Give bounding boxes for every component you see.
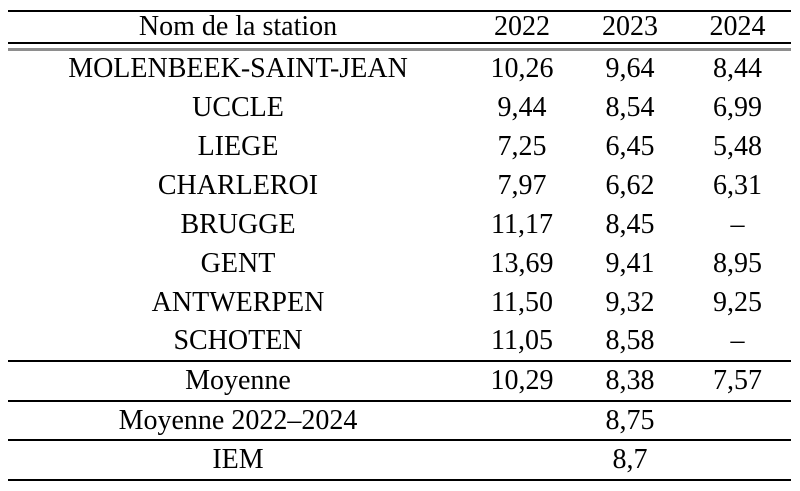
iem-label: IEM xyxy=(212,444,264,475)
station-cell: GENT xyxy=(200,247,276,279)
station-data-table: Nom de la station 2022 2023 2024 MOLENBE… xyxy=(8,10,791,481)
moyenne-summary-row: Moyenne 10,29 8,38 7,57 xyxy=(8,361,791,401)
moyenne-2023: 8,38 xyxy=(605,365,655,396)
iem-row: IEM 8,7 xyxy=(8,440,791,480)
station-cell: SCHOTEN xyxy=(173,325,303,356)
value-cell-2023: 6,45 xyxy=(605,130,655,162)
value-cell-2022: 13,69 xyxy=(490,247,554,279)
station-cell: LIEGE xyxy=(197,130,279,162)
value-cell-2022: 7,97 xyxy=(497,169,547,201)
value-cell-2023: 8,58 xyxy=(605,325,655,356)
moyenne-range-row: Moyenne 2022–2024 8,75 xyxy=(8,401,791,440)
header-2023: 2023 xyxy=(602,11,658,42)
empty-cell xyxy=(684,401,791,440)
moyenne-range-value: 8,75 xyxy=(605,404,655,436)
station-cell: CHARLEROI xyxy=(157,169,319,201)
table-row: ANTWERPEN 11,50 9,32 9,25 xyxy=(8,283,791,322)
table-row: SCHOTEN 11,05 8,58 – xyxy=(8,322,791,361)
table-header-row: Nom de la station 2022 2023 2024 xyxy=(8,11,791,43)
value-cell-2023: 8,45 xyxy=(605,208,655,240)
value-cell-2024: 8,44 xyxy=(713,53,762,85)
moyenne-2022: 10,29 xyxy=(490,365,554,396)
empty-cell xyxy=(468,440,576,480)
station-table-container: Nom de la station 2022 2023 2024 MOLENBE… xyxy=(8,10,791,481)
station-cell: ANTWERPEN xyxy=(151,286,325,318)
empty-cell xyxy=(684,440,791,480)
moyenne-2024: 7,57 xyxy=(713,365,762,396)
value-cell-2024: 9,25 xyxy=(713,286,762,318)
value-cell-2022: 9,44 xyxy=(497,91,547,123)
value-cell-2024: 6,99 xyxy=(713,91,762,123)
value-cell-2023: 9,64 xyxy=(605,53,655,85)
value-cell-2023: 6,62 xyxy=(605,169,655,201)
table-row: UCCLE 9,44 8,54 6,99 xyxy=(8,88,791,127)
moyenne-label: Moyenne xyxy=(185,365,291,396)
value-cell-2022: 11,50 xyxy=(491,286,553,318)
table-row: CHARLEROI 7,97 6,62 6,31 xyxy=(8,166,791,205)
moyenne-range-label: Moyenne 2022–2024 xyxy=(118,404,358,436)
table-row: GENT 13,69 9,41 8,95 xyxy=(8,244,791,283)
value-cell-2024: 8,95 xyxy=(713,247,762,279)
station-cell: MOLENBEEK-SAINT-JEAN xyxy=(68,53,408,85)
station-cell: BRUGGE xyxy=(180,208,296,240)
value-cell-2024: 5,48 xyxy=(713,130,762,162)
header-2024: 2024 xyxy=(709,11,766,42)
value-cell-2023: 8,54 xyxy=(605,91,655,123)
header-2022: 2022 xyxy=(494,11,550,42)
table-row: BRUGGE 11,17 8,45 – xyxy=(8,205,791,244)
empty-cell xyxy=(468,401,576,440)
value-cell-2024: – xyxy=(730,208,745,240)
iem-value: 8,7 xyxy=(612,444,648,475)
value-cell-2022: 11,17 xyxy=(491,208,553,240)
value-cell-2024: – xyxy=(730,325,745,356)
double-rule-spacer xyxy=(8,43,791,49)
table-row: MOLENBEEK-SAINT-JEAN 10,26 9,64 8,44 xyxy=(8,49,791,88)
value-cell-2023: 9,41 xyxy=(605,247,655,279)
header-station: Nom de la station xyxy=(138,11,338,42)
value-cell-2023: 9,32 xyxy=(605,286,655,318)
station-cell: UCCLE xyxy=(192,91,284,123)
value-cell-2024: 6,31 xyxy=(713,169,762,201)
value-cell-2022: 10,26 xyxy=(490,53,554,85)
value-cell-2022: 7,25 xyxy=(497,130,547,162)
table-row: LIEGE 7,25 6,45 5,48 xyxy=(8,127,791,166)
value-cell-2022: 11,05 xyxy=(491,325,553,356)
